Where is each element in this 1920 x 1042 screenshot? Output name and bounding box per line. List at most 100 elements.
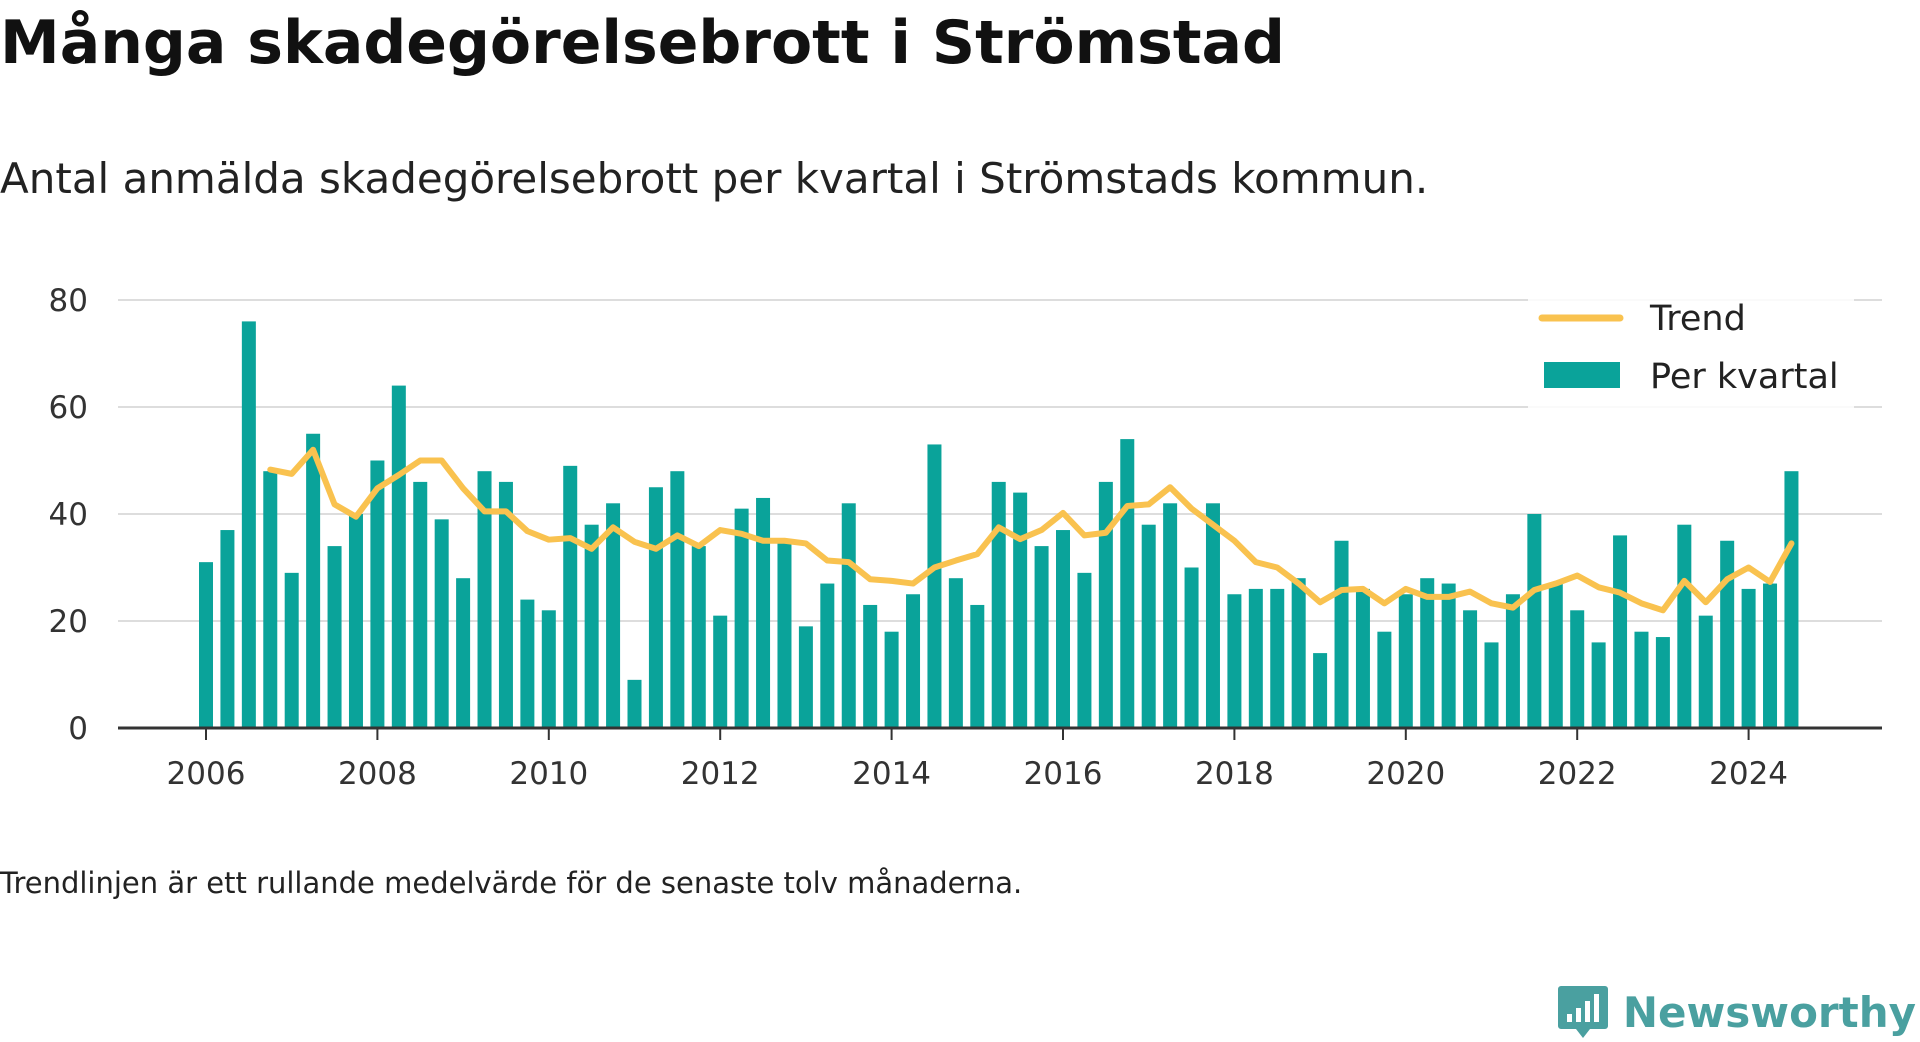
bar (798, 626, 813, 728)
bar (327, 546, 342, 728)
x-tick-label: 2018 (1195, 756, 1274, 792)
bar (1763, 583, 1778, 728)
bar (1334, 540, 1349, 728)
bar (563, 465, 578, 728)
bar (1098, 481, 1113, 728)
footnote: Trendlinjen är ett rullande medelvärde f… (0, 866, 1023, 900)
bar (1634, 631, 1649, 728)
chart-title: Många skadegörelsebrott i Strömstad (0, 8, 1285, 78)
bar (1377, 631, 1392, 728)
x-tick-label: 2022 (1538, 756, 1617, 792)
bar (1505, 594, 1520, 728)
bar (927, 444, 942, 728)
bar (220, 530, 235, 728)
bar (1784, 471, 1799, 728)
bar (1570, 610, 1585, 728)
bar (241, 321, 256, 728)
bar (520, 599, 535, 728)
bar (1613, 535, 1628, 728)
bar (841, 503, 856, 728)
bar (691, 546, 706, 728)
bar (1291, 578, 1306, 728)
bar (584, 524, 599, 728)
bar (991, 481, 1006, 728)
legend: Trend Per kvartal (1528, 296, 1854, 420)
bar (1184, 567, 1199, 728)
axes: 0 20 40 60 80 2006 2008 2010 2012 2014 2016 2018 202… (49, 283, 1882, 792)
legend-swatch-per-kvartal (1544, 362, 1620, 388)
bar (734, 508, 749, 728)
bar (1655, 637, 1670, 728)
x-tick-label: 2010 (509, 756, 588, 792)
y-tick-label: 40 (49, 497, 88, 533)
brand: Newsworthy (1557, 982, 1916, 1042)
bar (1205, 503, 1220, 728)
y-tick-label: 0 (68, 711, 88, 747)
x-tick-label: 2006 (167, 756, 246, 792)
bar (1013, 492, 1028, 728)
bar (498, 481, 513, 728)
bar (1720, 540, 1735, 728)
bar (1248, 588, 1263, 728)
x-tick-label: 2008 (338, 756, 417, 792)
x-tick-label: 2020 (1366, 756, 1445, 792)
bar (884, 631, 899, 728)
legend-label-trend: Trend (1649, 299, 1746, 339)
bar (456, 578, 471, 728)
chart-subtitle: Antal anmälda skadegörelsebrott per kvar… (0, 154, 1429, 203)
bar (1741, 588, 1756, 728)
bar (391, 385, 406, 728)
bar (413, 481, 428, 728)
bar (1120, 439, 1135, 728)
bar (1463, 610, 1478, 728)
bar (756, 497, 771, 728)
x-tick-label: 2024 (1709, 756, 1788, 792)
bar (948, 578, 963, 728)
bar (627, 679, 642, 728)
bar (1441, 583, 1456, 728)
bar (1141, 524, 1156, 728)
bars-per-kvartal (199, 321, 1799, 728)
bar (670, 471, 685, 728)
bar (306, 433, 321, 728)
bar (434, 519, 449, 728)
y-tick-label: 20 (49, 604, 88, 640)
bar (1698, 615, 1713, 728)
bar (1227, 594, 1242, 728)
trend-layer (267, 446, 1795, 614)
bar (713, 615, 728, 728)
bar (370, 460, 385, 728)
bar (477, 471, 492, 728)
bar (648, 487, 663, 728)
bar (1398, 594, 1413, 728)
bar (1484, 642, 1499, 728)
bar (1527, 514, 1542, 728)
bar (284, 572, 299, 728)
y-tick-label: 80 (49, 283, 88, 319)
bar (1077, 572, 1092, 728)
bar (1355, 588, 1370, 728)
quarterly-chart: 0 20 40 60 80 2006 2008 2010 2012 2014 2016 2018 202… (49, 283, 1882, 792)
bar (199, 562, 213, 728)
x-tick-label: 2012 (681, 756, 760, 792)
bar (1591, 642, 1606, 728)
bar (1420, 578, 1435, 728)
bar (1056, 530, 1070, 728)
bar (1677, 524, 1692, 728)
bar (1163, 503, 1178, 728)
bar (1034, 546, 1049, 728)
x-tick-label: 2014 (852, 756, 931, 792)
newsworthy-logo-icon (1557, 986, 1608, 1038)
bar (263, 471, 278, 728)
legend-label-per-kvartal: Per kvartal (1650, 357, 1839, 397)
bar (1548, 583, 1563, 728)
y-tick-label: 60 (49, 390, 88, 426)
bar (606, 503, 621, 728)
brand-name: Newsworthy (1622, 987, 1916, 1037)
bar (970, 604, 985, 728)
x-tick-label: 2016 (1024, 756, 1103, 792)
bar (1313, 653, 1328, 728)
trend-line (267, 446, 1795, 614)
bar (906, 594, 921, 728)
bar (863, 604, 878, 728)
